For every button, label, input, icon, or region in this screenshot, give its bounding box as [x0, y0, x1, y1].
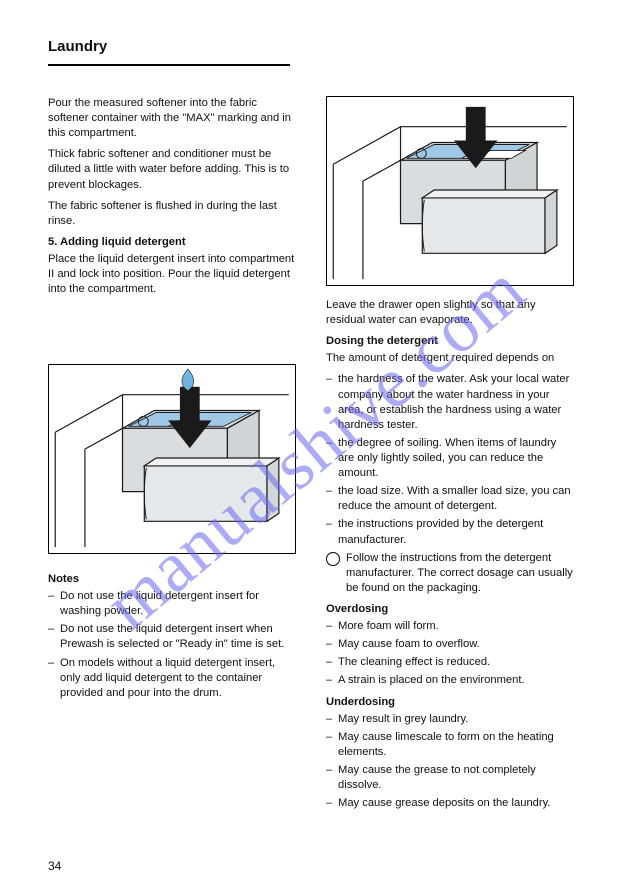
- manual-page: Laundry Pour the measured softener into …: [0, 0, 629, 893]
- right-over-head: Overdosing: [326, 602, 574, 617]
- right-dosing-list: the hardness of the water. Ask your loca…: [326, 372, 574, 547]
- left-col-top: Pour the measured softener into the fabr…: [48, 96, 296, 303]
- left-p1: Pour the measured softener into the fabr…: [48, 96, 296, 141]
- figure-drawer-with-drop: [48, 364, 296, 554]
- right-afterfig: Leave the drawer open slightly so that a…: [326, 298, 574, 328]
- figure-drawer-insert: [326, 96, 574, 286]
- left-p3: The fabric softener is flushed in during…: [48, 199, 296, 229]
- right-under-head: Underdosing: [326, 695, 574, 710]
- left-step-text: Place the liquid detergent insert into c…: [48, 252, 296, 297]
- left-note-3: On models without a liquid detergent ins…: [48, 656, 296, 701]
- right-dosing-head: Dosing the detergent: [326, 334, 574, 349]
- drawer-illustration-1: [49, 365, 295, 553]
- dosing-item-1: the hardness of the water. Ask your loca…: [326, 372, 574, 432]
- under-item-2: May cause limescale to form on the heati…: [326, 730, 574, 760]
- manufacturer-instruction: Follow the instructions from the deterge…: [326, 551, 574, 596]
- dosing-item-4: the instructions provided by the deterge…: [326, 517, 574, 547]
- header-rule: [48, 64, 290, 66]
- left-note-1: Do not use the liquid detergent insert f…: [48, 589, 296, 619]
- left-notes-list: Do not use the liquid detergent insert f…: [48, 589, 296, 701]
- left-note-2: Do not use the liquid detergent insert w…: [48, 622, 296, 652]
- right-col: Leave the drawer open slightly so that a…: [326, 298, 574, 814]
- info-ring-icon: [326, 552, 340, 566]
- under-item-4: May cause grease deposits on the laundry…: [326, 796, 574, 811]
- left-step-head: 5. Adding liquid detergent: [48, 235, 296, 250]
- drawer-illustration-2: [327, 97, 573, 285]
- right-dosing-intro: The amount of detergent required depends…: [326, 351, 574, 366]
- left-p2: Thick fabric softener and conditioner mu…: [48, 147, 296, 192]
- right-under-list: May result in grey laundry. May cause li…: [326, 712, 574, 812]
- right-over-list: More foam will form. May cause foam to o…: [326, 619, 574, 688]
- under-item-1: May result in grey laundry.: [326, 712, 574, 727]
- over-item-2: May cause foam to overflow.: [326, 637, 574, 652]
- ring-text: Follow the instructions from the deterge…: [346, 551, 574, 596]
- under-item-3: May cause the grease to not completely d…: [326, 763, 574, 793]
- section-title: Laundry: [48, 38, 107, 55]
- page-number: 34: [48, 859, 61, 873]
- dosing-item-2: the degree of soiling. When items of lau…: [326, 436, 574, 481]
- left-col-bottom: Notes Do not use the liquid detergent in…: [48, 566, 296, 704]
- dosing-item-3: the load size. With a smaller load size,…: [326, 484, 574, 514]
- over-item-4: A strain is placed on the environment.: [326, 673, 574, 688]
- over-item-3: The cleaning effect is reduced.: [326, 655, 574, 670]
- over-item-1: More foam will form.: [326, 619, 574, 634]
- left-notes-head: Notes: [48, 572, 296, 587]
